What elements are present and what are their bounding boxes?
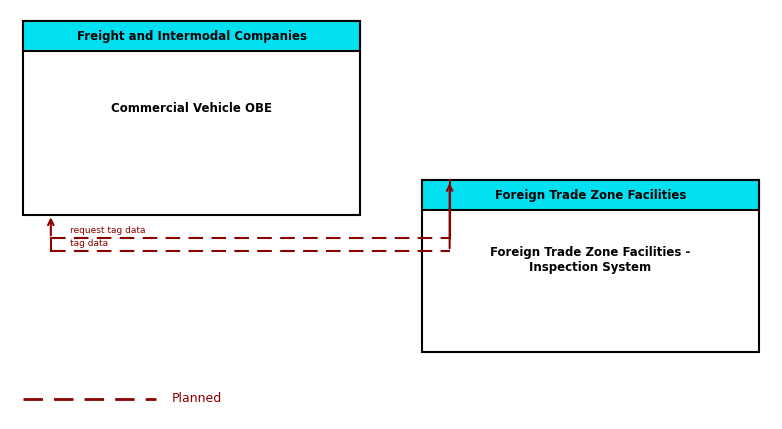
Text: Freight and Intermodal Companies: Freight and Intermodal Companies: [77, 30, 307, 43]
Bar: [23, 21, 360, 214]
Bar: [422, 180, 759, 210]
Text: tag data: tag data: [70, 239, 109, 248]
Text: Commercial Vehicle OBE: Commercial Vehicle OBE: [111, 102, 272, 115]
Bar: [23, 21, 360, 51]
Text: Foreign Trade Zone Facilities -
Inspection System: Foreign Trade Zone Facilities - Inspecti…: [490, 246, 691, 274]
Bar: [422, 180, 759, 352]
Text: request tag data: request tag data: [70, 226, 146, 235]
Text: Foreign Trade Zone Facilities: Foreign Trade Zone Facilities: [495, 189, 686, 202]
Text: Planned: Planned: [172, 393, 222, 405]
